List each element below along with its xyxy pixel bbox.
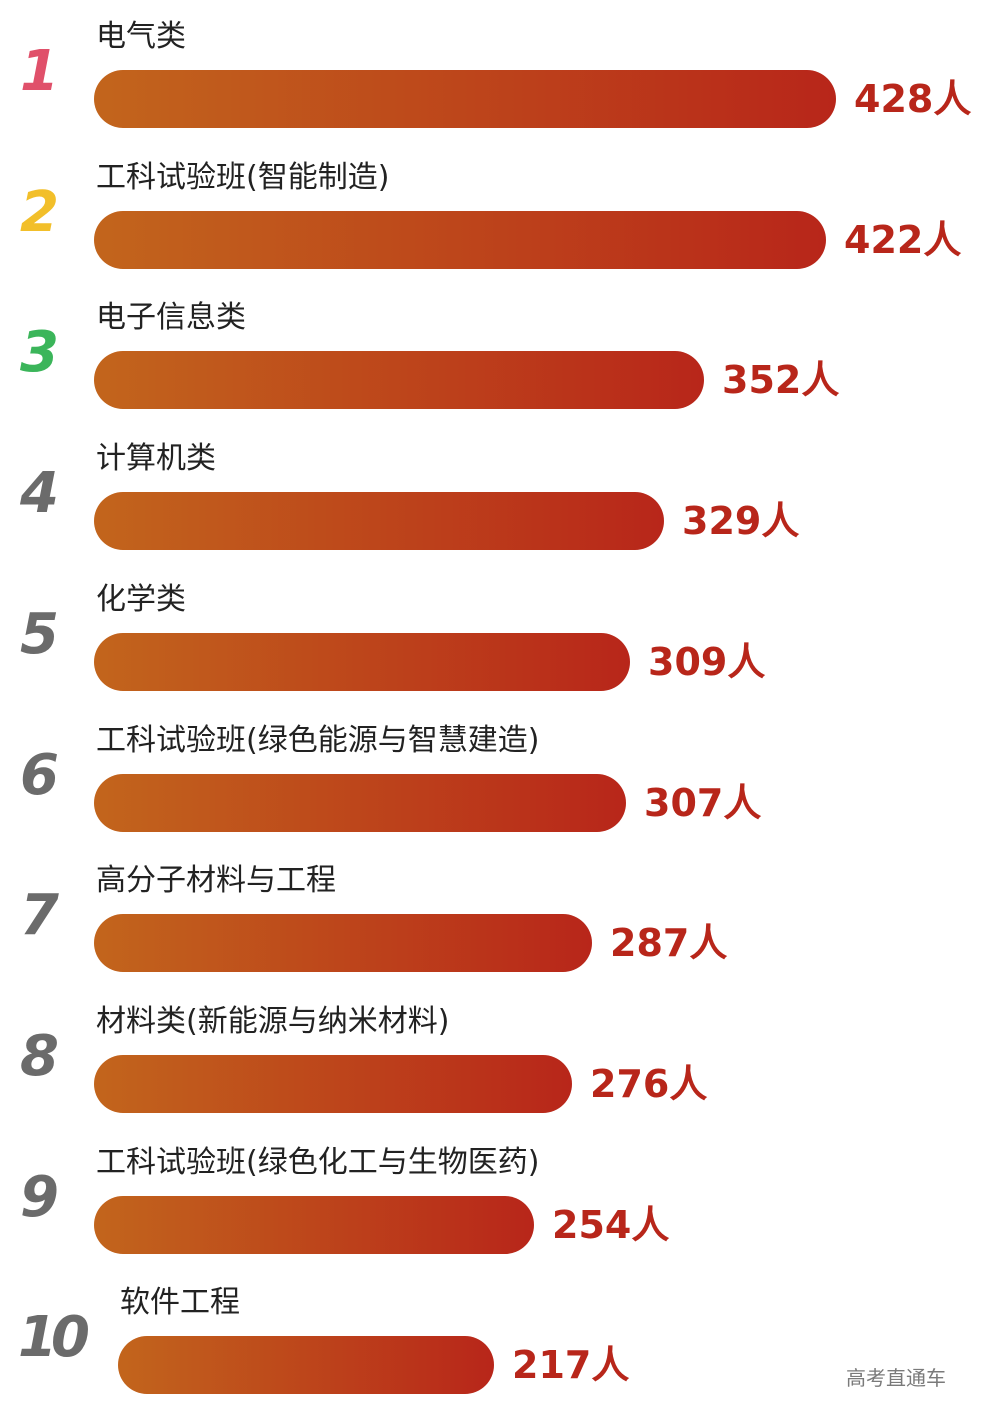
category-label: 工科试验班(绿色化工与生物医药) [96,1144,540,1180]
rank-number: 2 [20,179,59,245]
bar [118,1336,494,1395]
bar [94,773,626,832]
category-label: 工科试验班(绿色能源与智慧建造) [96,722,540,758]
value-label: 309人 [648,639,766,684]
category-label: 计算机类 [96,441,216,477]
rank-number: 10 [18,1305,90,1371]
rank-number: 5 [20,601,59,667]
bar [94,632,630,691]
value-label: 217人 [512,1343,630,1388]
rank-number: 9 [20,1164,59,1230]
value-label: 352人 [722,358,840,403]
bar [94,1195,534,1254]
category-label: 电子信息类 [96,300,246,336]
rank-number: 7 [20,883,59,949]
bar [94,351,704,410]
value-label: 287人 [610,921,728,966]
value-label: 422人 [844,217,962,262]
bar [94,914,592,973]
category-label: 电气类 [96,19,186,54]
value-label: 254人 [552,1202,670,1247]
value-label: 329人 [682,499,800,544]
bar [94,492,664,551]
rank-number: 8 [20,1023,59,1089]
category-label: 高分子材料与工程 [96,863,336,899]
rank-number: 6 [20,742,59,808]
watermark-text: 高考直通车 [846,1366,946,1390]
value-label: 276人 [590,1061,708,1106]
rank-number: 4 [20,461,59,527]
category-label: 软件工程 [120,1285,240,1321]
category-label: 工科试验班(智能制造) [96,159,390,195]
value-label: 428人 [854,77,972,121]
rank-number: 3 [20,320,59,386]
category-label: 材料类(新能源与纳米材料) [96,1003,450,1039]
bar [94,1054,572,1113]
bar [94,210,826,269]
category-label: 化学类 [96,581,186,617]
value-label: 307人 [644,780,762,825]
rank-number: 1 [20,39,59,104]
bar [94,70,836,128]
